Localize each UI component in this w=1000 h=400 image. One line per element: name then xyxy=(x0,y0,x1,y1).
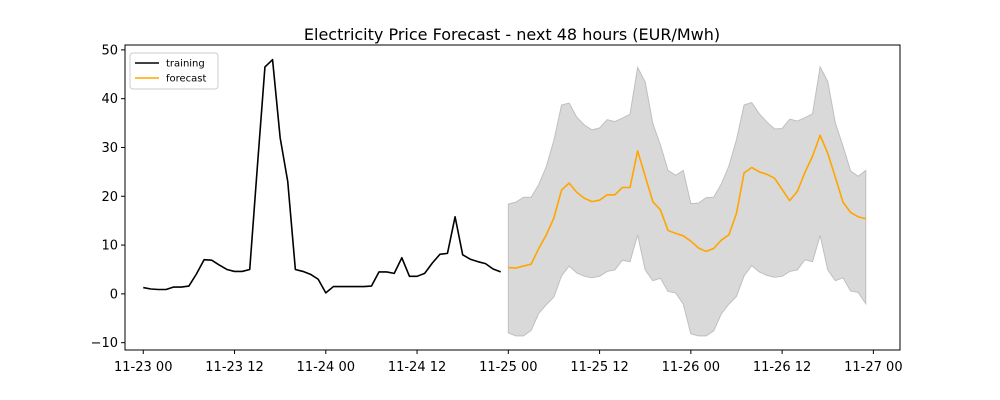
y-tick-label: 40 xyxy=(101,92,118,107)
series-line-training xyxy=(143,58,501,294)
y-tick-label: 30 xyxy=(101,141,118,156)
series-line-forecast xyxy=(508,134,866,269)
x-tick-label: 11-24 00 xyxy=(297,360,355,375)
legend-forecast-label: forecast xyxy=(166,74,207,85)
plot-frame xyxy=(124,44,901,351)
y-tick-label: 50 xyxy=(101,43,118,58)
series-layer xyxy=(143,58,866,294)
legend: training forecast xyxy=(129,52,219,90)
x-tick-label: 11-25 00 xyxy=(479,360,537,375)
y-tick-label: 0 xyxy=(110,287,118,302)
axes-layer: 11-23 00 11-23 12 11-24 00 11-24 12 11-25 00… xyxy=(91,43,903,375)
chart-title: Electricity Price Forecast - next 48 hou… xyxy=(304,25,720,44)
legend-training-label: training xyxy=(166,59,205,70)
x-tick-label: 11-25 12 xyxy=(570,360,628,375)
legend-frame xyxy=(129,52,219,90)
x-tick-label: 11-26 00 xyxy=(662,360,720,375)
y-tick-label: −10 xyxy=(91,336,118,351)
y-tick-label: 20 xyxy=(101,190,118,205)
x-tick-label: 11-26 12 xyxy=(753,360,811,375)
x-tick-label: 11-23 00 xyxy=(114,360,172,375)
y-tick-label: 10 xyxy=(101,239,118,254)
x-tick-label: 11-27 00 xyxy=(844,360,902,375)
forecast-confidence-band xyxy=(507,65,867,337)
forecast-band-layer xyxy=(507,65,867,337)
x-tick-label: 11-23 12 xyxy=(205,360,263,375)
x-tick-label: 11-24 12 xyxy=(388,360,446,375)
